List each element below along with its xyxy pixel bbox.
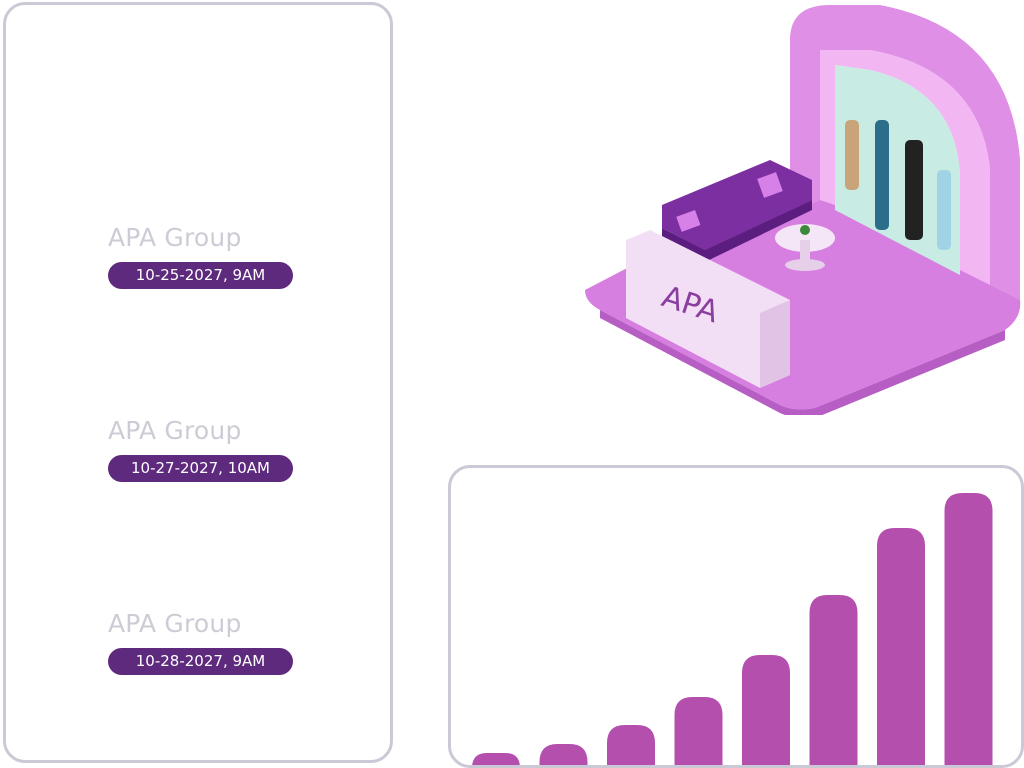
event-date-badge: 10-28-2027, 9AM [108, 648, 293, 675]
bar-7 [877, 528, 925, 765]
event-name: APA Group [108, 416, 242, 445]
bar-3 [607, 725, 655, 765]
bar-chart-svg [472, 493, 993, 765]
event-date-badge: 10-27-2027, 10AM [108, 455, 293, 482]
event-name: APA Group [108, 609, 242, 638]
events-card: APA Group 10-25-2027, 9AM APA Group 10-2… [3, 2, 393, 763]
bar-1 [472, 753, 520, 765]
booth-illustration: APA [580, 0, 1024, 419]
bar-2 [539, 744, 588, 765]
people-image [845, 120, 951, 250]
bar-chart [448, 465, 1024, 768]
bar-6 [809, 595, 858, 765]
event-item[interactable]: APA Group 10-28-2027, 9AM [108, 609, 293, 675]
event-date-badge: 10-25-2027, 9AM [108, 262, 293, 289]
bar-5 [742, 655, 790, 765]
bar-4 [674, 697, 723, 765]
bar-8 [944, 493, 993, 765]
event-item[interactable]: APA Group 10-25-2027, 9AM [108, 223, 293, 289]
event-name: APA Group [108, 223, 242, 252]
event-item[interactable]: APA Group 10-27-2027, 10AM [108, 416, 293, 482]
